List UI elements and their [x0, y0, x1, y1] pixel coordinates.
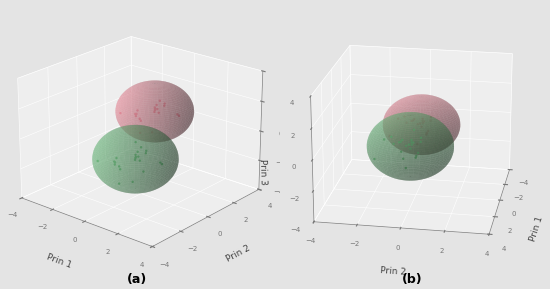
Y-axis label: Prin 2: Prin 2: [224, 244, 252, 264]
X-axis label: Prin 1: Prin 1: [45, 252, 73, 270]
Y-axis label: Prin 2: Prin 2: [380, 266, 406, 277]
Text: (b): (b): [402, 273, 423, 286]
X-axis label: Prin 1: Prin 1: [529, 215, 544, 242]
Text: (a): (a): [128, 273, 147, 286]
